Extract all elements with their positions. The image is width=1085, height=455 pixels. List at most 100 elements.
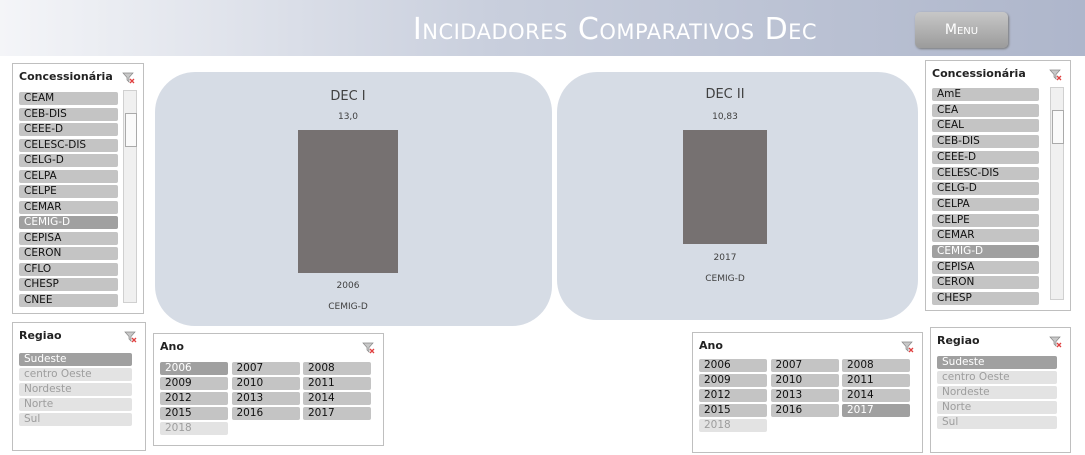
slicer-item[interactable]: CEB-DIS xyxy=(932,135,1039,149)
slicer-item[interactable]: CHESP xyxy=(932,292,1039,306)
slicer: Regiao Sudeste centro Oeste Nordeste Norte Su… xyxy=(12,322,146,451)
slicer-item[interactable]: CELPE xyxy=(19,185,118,198)
slicer-item[interactable]: AmE xyxy=(932,88,1039,101)
slicer-item[interactable]: CELG-D xyxy=(932,182,1039,196)
slicer-item[interactable]: CELESC-DIS xyxy=(19,138,118,152)
slicer-item[interactable]: Sudeste xyxy=(19,353,132,366)
clear-filter-icon[interactable] xyxy=(362,342,375,354)
chart-title: DEC II xyxy=(705,87,745,103)
slicer-clear[interactable] xyxy=(362,339,375,358)
slicer-item[interactable]: 2010 xyxy=(231,377,300,390)
clear-filter-icon[interactable] xyxy=(1049,336,1062,348)
slicer-item[interactable]: 2007 xyxy=(770,359,839,372)
slicer-clear[interactable] xyxy=(901,338,914,357)
slicer-item[interactable]: 2013 xyxy=(770,389,839,402)
scrollbar[interactable] xyxy=(1050,87,1064,300)
slicer-title: Regiao xyxy=(937,334,980,347)
page-title: Incidadores Comparativos Dec xyxy=(412,12,818,47)
slicer-item[interactable]: CELPE xyxy=(932,213,1039,227)
slicer-item[interactable]: 2009 xyxy=(160,377,228,390)
slicer-item[interactable]: 2013 xyxy=(231,392,300,405)
slicer-item[interactable]: 2009 xyxy=(699,374,767,387)
slicer-item[interactable]: CEEE-D xyxy=(19,123,118,136)
slicer-item[interactable]: Sudeste xyxy=(937,356,1057,369)
slicer-item[interactable]: CELPA xyxy=(19,169,118,183)
slicer-item[interactable]: CEMIG-D xyxy=(19,216,118,229)
header: Incidadores Comparativos Dec Menu xyxy=(0,0,1085,56)
slicer-item[interactable]: CELPA xyxy=(932,197,1039,211)
clear-filter-icon[interactable] xyxy=(124,331,137,343)
slicer: Concessionária CEAM CEB-DIS CEEE-D CELESC-DI… xyxy=(12,63,144,314)
slicer-item[interactable]: 2015 xyxy=(160,407,228,420)
data-label: 13,0 xyxy=(337,111,359,122)
slicer-item[interactable]: 2016 xyxy=(770,404,839,417)
clear-filter-icon[interactable] xyxy=(1049,69,1062,81)
slicer-item[interactable]: CEMAR xyxy=(19,200,118,214)
legend-entry: CEMIG-D xyxy=(705,273,745,284)
slicer-clear[interactable] xyxy=(122,69,135,88)
category-label: 2006 xyxy=(336,280,360,291)
slicer-item[interactable]: 2006 xyxy=(160,362,228,375)
legend-entry: CEMIG-D xyxy=(328,301,368,312)
slicer-item[interactable]: 2018 xyxy=(699,419,767,432)
slicer-title: Concessionária xyxy=(19,70,113,83)
slicer: Ano 2006 2007 2008 2009 2010 2011 2012 2013 2014 2… xyxy=(692,332,923,453)
chart-title: DEC I xyxy=(330,89,366,105)
clear-filter-icon[interactable] xyxy=(901,341,914,353)
slicer-title: Ano xyxy=(699,339,723,352)
slicer-item[interactable]: 2012 xyxy=(699,389,767,402)
slicer-item[interactable]: CEMIG-D xyxy=(932,245,1039,258)
slicer-item[interactable]: CEAL xyxy=(932,119,1039,133)
slicer-item[interactable]: CERON xyxy=(932,276,1039,290)
slicer-item[interactable]: 2008 xyxy=(303,362,371,375)
slicer-item[interactable]: CEMAR xyxy=(932,229,1039,243)
slicer-item[interactable]: CEEE-D xyxy=(932,150,1039,164)
slicer-item[interactable]: 2017 xyxy=(842,404,910,417)
slicer-item[interactable]: CEAM xyxy=(19,92,118,105)
slicer-item[interactable]: CELESC-DIS xyxy=(932,166,1039,180)
slicer-item[interactable]: 2014 xyxy=(842,389,910,402)
slicer-item[interactable]: CEB-DIS xyxy=(19,107,118,121)
slicer-item[interactable]: 2014 xyxy=(303,392,371,405)
slicer-item[interactable]: centro Oeste xyxy=(937,371,1057,384)
slicer: Concessionária AmE CEA CEAL CEB-DIS CEEE-D CEL… xyxy=(925,60,1071,311)
slicer-clear[interactable] xyxy=(124,328,137,347)
slicer-title: Concessionária xyxy=(932,67,1026,80)
slicer-item[interactable]: CNEE xyxy=(19,293,118,307)
slicer-item[interactable]: 2006 xyxy=(699,359,767,372)
slicer-clear[interactable] xyxy=(1049,66,1062,85)
scroll-thumb[interactable] xyxy=(125,113,137,147)
bar xyxy=(683,130,767,244)
slicer-title: Ano xyxy=(160,340,184,353)
slicer-item[interactable]: 2018 xyxy=(160,422,228,435)
slicer-item[interactable]: CEPISA xyxy=(19,231,118,245)
slicer-item[interactable]: Norte xyxy=(19,398,132,411)
slicer-title: Regiao xyxy=(19,329,62,342)
slicer-item[interactable]: CFLO xyxy=(19,262,118,276)
slicer-item[interactable]: 2016 xyxy=(231,407,300,420)
slicer-item[interactable]: centro Oeste xyxy=(19,368,132,381)
slicer-item[interactable]: Norte xyxy=(937,401,1057,414)
slicer-item[interactable]: 2017 xyxy=(303,407,371,420)
scroll-thumb[interactable] xyxy=(1052,110,1064,144)
slicer-item[interactable]: CHESP xyxy=(19,278,118,291)
slicer-item[interactable]: 2010 xyxy=(770,374,839,387)
slicer-item[interactable]: CEPISA xyxy=(932,260,1039,274)
slicer-item[interactable]: CELG-D xyxy=(19,154,118,167)
slicer-item[interactable]: Sul xyxy=(19,413,132,426)
slicer-item[interactable]: 2008 xyxy=(842,359,910,372)
scrollbar[interactable] xyxy=(123,90,137,303)
slicer-item[interactable]: 2007 xyxy=(231,362,300,375)
menu-button[interactable]: Menu xyxy=(915,12,1008,48)
slicer-item[interactable]: CEA xyxy=(932,103,1039,117)
slicer-item[interactable]: 2012 xyxy=(160,392,228,405)
slicer-item[interactable]: 2015 xyxy=(699,404,767,417)
slicer-item[interactable]: Sul xyxy=(937,416,1057,429)
slicer-item[interactable]: 2011 xyxy=(303,377,371,390)
slicer-item[interactable]: Nordeste xyxy=(937,386,1057,399)
slicer-clear[interactable] xyxy=(1049,333,1062,352)
clear-filter-icon[interactable] xyxy=(122,72,135,84)
slicer-item[interactable]: CERON xyxy=(19,247,118,260)
slicer-item[interactable]: Nordeste xyxy=(19,383,132,396)
slicer-item[interactable]: 2011 xyxy=(842,374,910,387)
